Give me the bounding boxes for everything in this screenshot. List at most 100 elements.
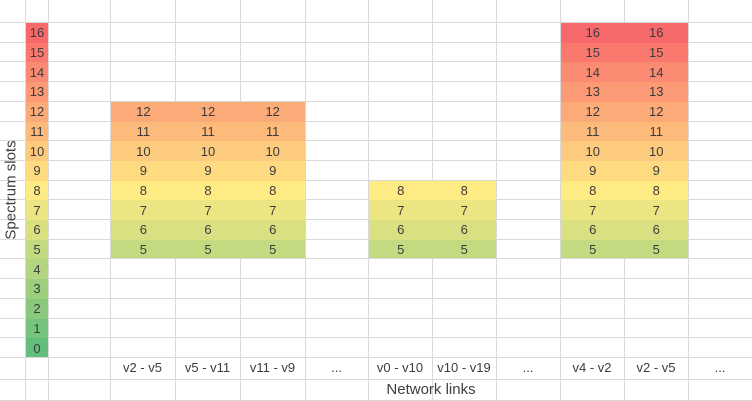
heatmap-cell: 7 [652,202,660,218]
heatmap-row: 1 [26,318,48,339]
heatmap-row: 7 7 7 [111,200,305,221]
gridline-vertical [305,0,306,401]
heatmap-row: 14 [26,62,48,83]
heatmap-cell: 10 [200,143,216,159]
heatmap-row: 14 14 [561,62,688,83]
heatmap-row: 15 [26,42,48,63]
heatmap-row: 0 [26,338,48,357]
heatmap-cell: 8 [652,182,660,198]
gridline-vertical [48,0,49,401]
heatmap-cell: 6 [139,222,147,238]
heatmap-cell: 14 [585,64,600,80]
heatmap-cell: 12 [200,104,216,120]
heatmap-cell: 7 [460,202,468,218]
heatmap-cell: 7 [139,202,147,218]
heatmap-cell: 15 [649,45,664,61]
heatmap-cell: 12 [649,104,664,120]
heatmap-cell: 0 [33,340,41,356]
heatmap-cell: 11 [136,123,151,139]
heatmap-cell: 5 [204,242,212,258]
heatmap-row: 11 11 [561,121,688,142]
heatmap-block: 16 16 15 15 14 14 13 13 12 12 11 11 10 10 9 9 8 8 7 7 6 6 5 5 [561,23,688,259]
heatmap-row: 9 9 9 [111,160,305,181]
heatmap-cell: 5 [589,242,597,258]
gridline-horizontal [0,61,752,62]
heatmap-cell: 16 [585,25,600,41]
heatmap-cell: 8 [33,182,41,198]
heatmap-cell: 6 [397,222,405,238]
heatmap-row: 5 [26,239,48,260]
heatmap-row: 9 [26,160,48,181]
heatmap-cell: 7 [33,202,41,218]
gridline-horizontal [0,22,752,23]
heatmap-row: 13 [26,82,48,102]
heatmap-row: 10 10 [561,141,688,161]
heatmap-row: 12 12 [561,101,688,122]
heatmap-cell: 11 [30,123,44,139]
heatmap-cell: 9 [33,163,41,179]
heatmap-row: 10 10 10 [111,141,305,161]
heatmap-row: 7 [26,200,48,221]
gridline-vertical [368,0,369,401]
heatmap-cell: 8 [269,182,277,198]
heatmap-cell: 13 [29,84,45,100]
gridline-vertical [560,0,561,401]
heatmap-cell: 7 [589,202,597,218]
heatmap-cell: 15 [585,45,600,61]
heatmap-cell: 8 [589,182,597,198]
heatmap-cell: 11 [201,123,215,139]
heatmap-cell: 6 [204,222,212,238]
gridline-horizontal [0,42,752,43]
heatmap-cell: 6 [589,222,597,238]
x-tick-label: v11 - v9 [249,360,296,375]
x-tick-label: v4 - v2 [572,360,612,375]
x-tick-label: v2 - v5 [122,360,162,375]
heatmap-cell: 16 [649,25,664,41]
heatmap-row: 2 [26,298,48,319]
x-tick-label: v10 - v19 [437,360,491,375]
heatmap-cell: 13 [585,84,600,100]
heatmap-cell: 4 [33,261,41,277]
x-tick-label: v0 - v10 [376,360,424,375]
heatmap-cell: 14 [649,64,664,80]
x-tick-label: v5 - v11 [184,360,231,375]
heatmap-cell: 9 [589,163,597,179]
heatmap-cell: 10 [649,143,664,159]
heatmap-cell: 8 [204,182,212,198]
heatmap-cell: 9 [139,163,147,179]
heatmap-cell: 5 [397,242,405,258]
gridline-horizontal [0,81,752,82]
heatmap-cell: 13 [649,84,664,100]
heatmap-cell: 5 [269,242,277,258]
heatmap-cell: 1 [33,320,41,336]
heatmap-row: 4 [26,259,48,280]
gridline-vertical [25,0,26,401]
gridline-horizontal [0,140,752,141]
heatmap-row: 6 [26,220,48,240]
heatmap-cell: 3 [33,281,41,297]
heatmap-cell: 12 [585,104,600,120]
heatmap-cell: 5 [33,242,41,258]
heatmap-cell: 8 [460,182,468,198]
heatmap-cell: 10 [29,143,45,159]
heatmap-cell: 10 [265,143,280,159]
heatmap-cell: 8 [139,182,147,198]
x-tick-label: ... [714,360,726,375]
heatmap-cell: 14 [29,64,45,80]
heatmap-cell: 9 [204,163,212,179]
heatmap-cell: 12 [29,104,45,120]
gridline-vertical [688,0,689,401]
gridline-horizontal [0,101,752,102]
gridline-horizontal [0,318,752,319]
heatmap-cell: 11 [586,123,600,139]
heatmap-cell: 5 [652,242,660,258]
gridline-horizontal [0,357,752,358]
y-axis-title: Spectrum slots [2,139,19,240]
